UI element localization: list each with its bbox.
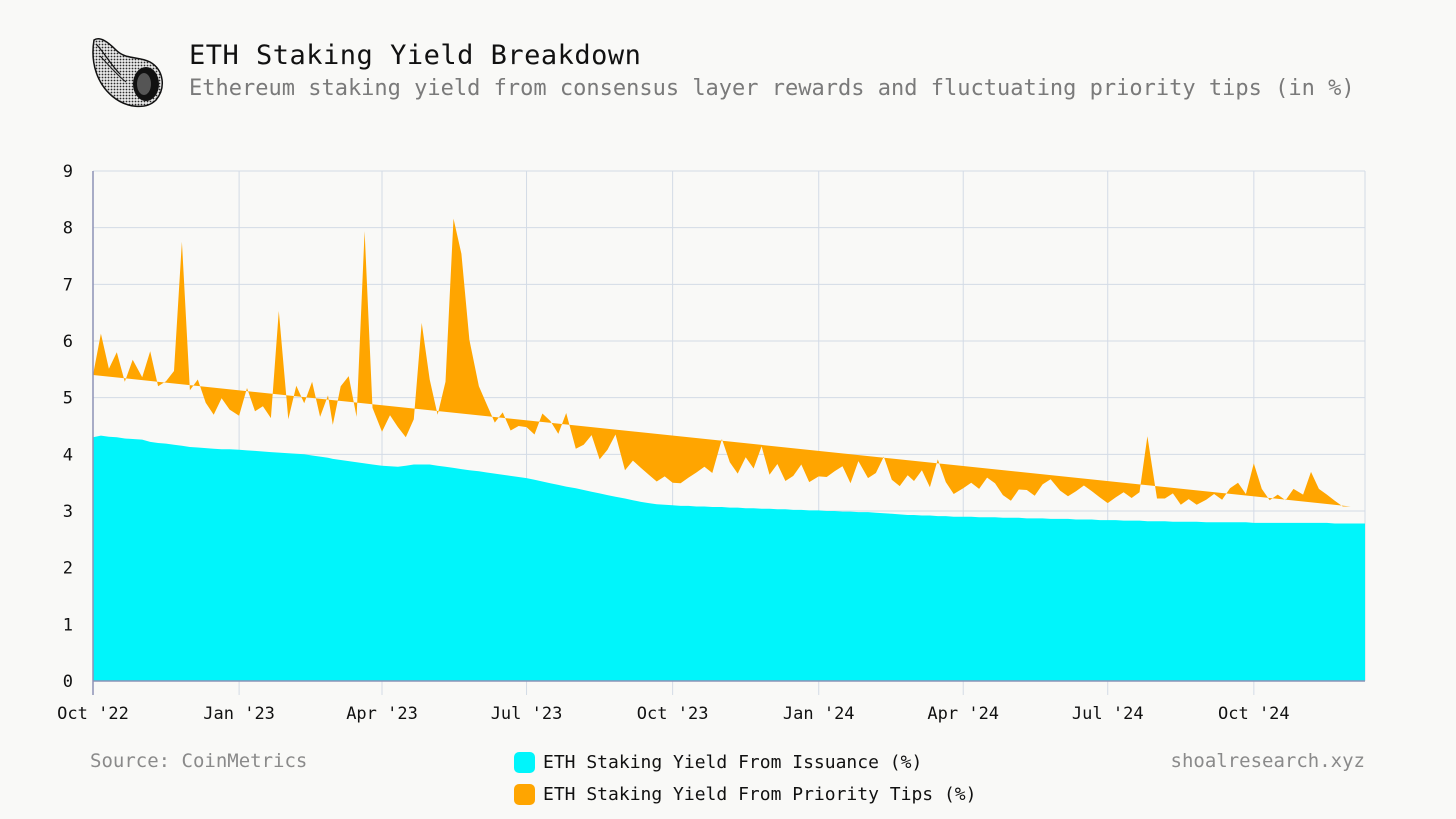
x-tick-label: Oct '23: [637, 704, 709, 724]
y-tick-label: 0: [63, 672, 73, 692]
x-tick-label: Oct '22: [57, 704, 129, 724]
area-issuance: [93, 435, 1365, 681]
legend-label-issuance: ETH Staking Yield From Issuance (%): [543, 751, 923, 773]
y-tick-label: 1: [63, 615, 73, 635]
y-tick-label: 8: [63, 219, 73, 239]
x-tick-label: Jul '23: [491, 704, 563, 724]
y-tick-label: 3: [63, 502, 73, 522]
legend-swatch-issuance: [514, 751, 535, 773]
y-tick-label: 6: [63, 332, 73, 352]
chart-subtitle: Ethereum staking yield from consensus la…: [189, 76, 1355, 101]
area-series: [93, 218, 1365, 681]
y-tick-label: 9: [63, 162, 73, 182]
x-tick-label: Jan '23: [203, 704, 275, 724]
y-tick-label: 5: [63, 389, 73, 409]
x-tick-label: Oct '24: [1218, 704, 1290, 724]
x-tick-label: Apr '24: [927, 704, 999, 724]
x-tick-label: Jan '24: [783, 704, 855, 724]
website-credit: shoalresearch.xyz: [1170, 750, 1365, 772]
shell-logo-icon: [92, 38, 163, 108]
x-tick-label: Apr '23: [346, 704, 418, 724]
source-note: Source: CoinMetrics: [90, 750, 308, 772]
chart-title: ETH Staking Yield Breakdown: [189, 40, 642, 71]
y-tick-label: 4: [63, 445, 73, 465]
legend-swatch-tips: [514, 783, 535, 805]
legend: ETH Staking Yield From Issuance (%) ETH …: [514, 746, 976, 810]
legend-item-tips: ETH Staking Yield From Priority Tips (%): [514, 778, 976, 810]
stacked-area-chart: 0 1 2 3 4 5 6 7 8 9 Oct '22 Jan '23 Apr '23 Jul '23 Oc…: [57, 162, 1366, 724]
legend-label-tips: ETH Staking Yield From Priority Tips (%): [543, 783, 977, 805]
y-tick-label: 7: [63, 275, 73, 295]
tick-labels: 0 1 2 3 4 5 6 7 8 9 Oct '22 Jan '23 Apr '23 Jul '23 Oc…: [57, 162, 1289, 724]
legend-item-issuance: ETH Staking Yield From Issuance (%): [514, 746, 976, 778]
x-tick-label: Jul '24: [1072, 704, 1144, 724]
axes: [92, 171, 1365, 695]
y-tick-label: 2: [63, 559, 73, 579]
